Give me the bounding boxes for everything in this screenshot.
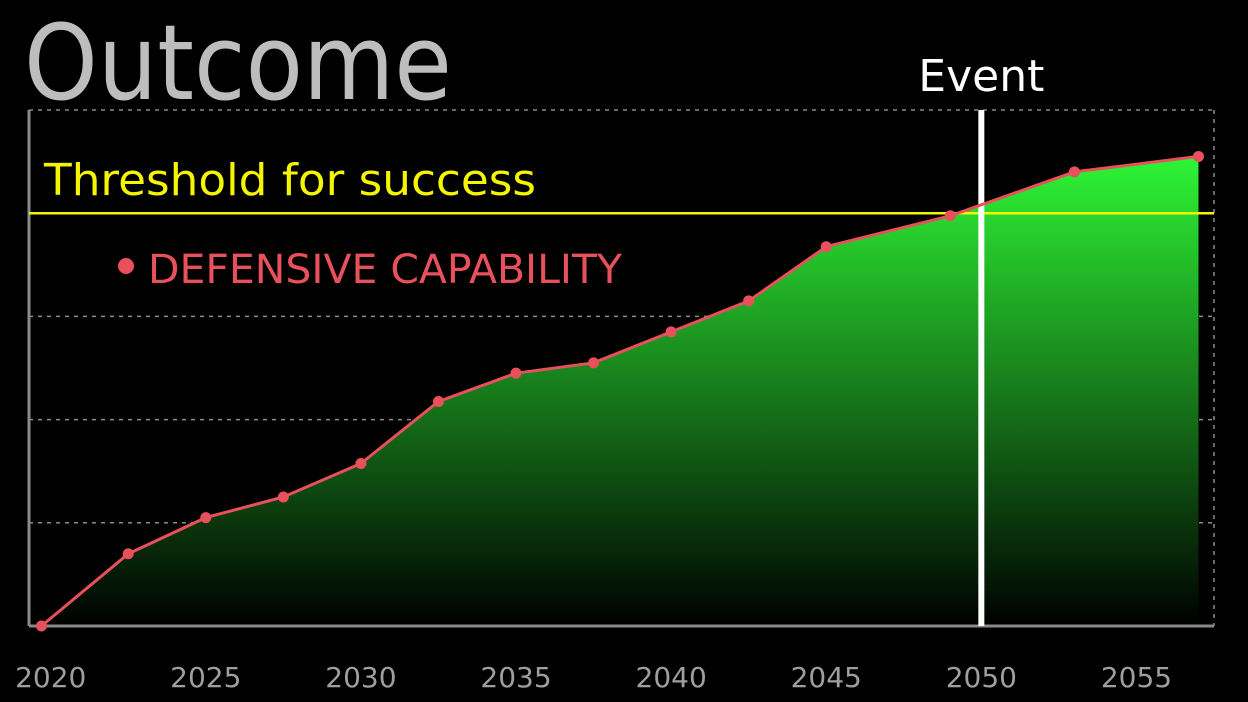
data-point — [1068, 166, 1080, 178]
x-tick-label: 2045 — [791, 661, 862, 694]
chart-title: Outcome — [24, 2, 452, 124]
x-tick-label: 2055 — [1101, 661, 1172, 694]
series-line — [40, 154, 1199, 628]
data-point — [820, 241, 832, 253]
x-tick-labels: 2020 2025 2030 2035 2040 2045 2050 2055 — [15, 661, 1172, 694]
event-label: Event — [918, 51, 1044, 102]
data-point — [355, 457, 367, 469]
x-tick-label: 2020 — [15, 661, 86, 694]
series-area-fill — [41, 156, 1199, 626]
legend: DEFENSIVE CAPABILITY — [118, 247, 623, 293]
data-point — [1192, 150, 1204, 162]
points-layer — [35, 150, 1204, 632]
data-point — [665, 326, 677, 338]
threshold-label: Threshold for success — [43, 155, 536, 206]
data-point — [944, 210, 956, 222]
x-tick-label: 2050 — [946, 661, 1017, 694]
data-point — [35, 620, 47, 632]
legend-marker — [118, 258, 134, 274]
data-point — [743, 295, 755, 307]
x-tick-label: 2025 — [170, 661, 241, 694]
x-tick-label: 2030 — [325, 661, 396, 694]
data-point — [277, 491, 289, 503]
data-point — [588, 357, 600, 369]
data-point — [200, 512, 212, 524]
data-point — [122, 548, 134, 560]
data-point — [432, 396, 444, 408]
axis-layer — [27, 110, 1214, 628]
legend-label: DEFENSIVE CAPABILITY — [148, 247, 623, 293]
data-point — [510, 367, 522, 379]
x-tick-label: 2040 — [636, 661, 707, 694]
x-tick-label: 2035 — [480, 661, 551, 694]
